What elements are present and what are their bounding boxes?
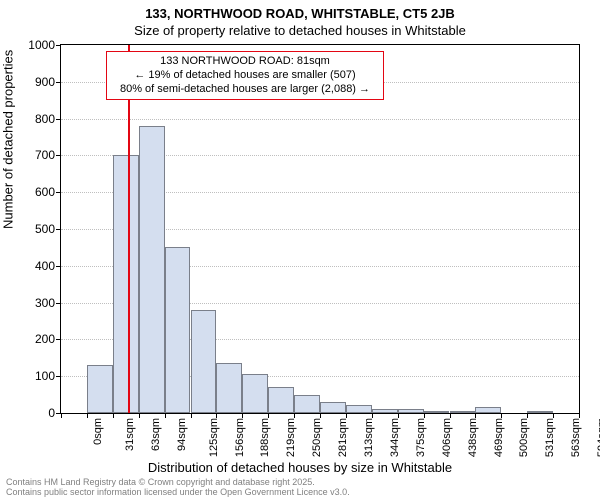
x-tick-mark — [139, 413, 140, 418]
histogram-bar — [191, 310, 217, 413]
y-tick-label: 600 — [5, 185, 55, 199]
footer-attribution: Contains HM Land Registry data © Crown c… — [6, 478, 350, 498]
y-tick-mark — [56, 119, 61, 120]
y-tick-label: 1000 — [5, 38, 55, 52]
x-axis-label: Distribution of detached houses by size … — [0, 460, 600, 475]
footer-line-2: Contains public sector information licen… — [6, 488, 350, 498]
x-tick-label: 531sqm — [544, 418, 556, 457]
x-tick-label: 94sqm — [176, 418, 188, 451]
y-tick-mark — [56, 339, 61, 340]
y-tick-label: 300 — [5, 296, 55, 310]
histogram-bar — [139, 126, 165, 413]
x-tick-label: 0sqm — [92, 418, 104, 445]
y-tick-mark — [56, 192, 61, 193]
histogram-bar — [87, 365, 113, 413]
histogram-bar — [242, 374, 268, 413]
x-tick-label: 156sqm — [234, 418, 246, 457]
x-tick-label: 406sqm — [441, 418, 453, 457]
y-tick-label: 0 — [5, 406, 55, 420]
y-tick-mark — [56, 155, 61, 156]
y-tick-label: 900 — [5, 75, 55, 89]
x-tick-mark — [191, 413, 192, 418]
histogram-bar — [268, 387, 294, 413]
histogram-bar — [372, 409, 398, 413]
annotation-line-2: ← 19% of detached houses are smaller (50… — [113, 69, 377, 83]
y-tick-mark — [56, 82, 61, 83]
figure-container: 133, NORTHWOOD ROAD, WHITSTABLE, CT5 2JB… — [0, 0, 600, 500]
title-line-1: 133, NORTHWOOD ROAD, WHITSTABLE, CT5 2JB — [0, 6, 600, 21]
histogram-bar — [475, 407, 501, 413]
y-tick-label: 500 — [5, 222, 55, 236]
y-tick-mark — [56, 229, 61, 230]
x-tick-label: 469sqm — [493, 418, 505, 457]
x-tick-label: 250sqm — [311, 418, 323, 457]
histogram-bar — [527, 411, 553, 413]
y-tick-label: 700 — [5, 148, 55, 162]
y-tick-mark — [56, 45, 61, 46]
annotation-line-3: 80% of semi-detached houses are larger (… — [113, 83, 377, 97]
histogram-bar — [320, 402, 346, 413]
histogram-bar — [216, 363, 242, 413]
histogram-bar — [346, 405, 372, 413]
x-tick-label: 281sqm — [337, 418, 349, 457]
x-tick-mark — [61, 413, 62, 418]
y-tick-mark — [56, 266, 61, 267]
x-tick-label: 63sqm — [150, 418, 162, 451]
x-tick-label: 500sqm — [519, 418, 531, 457]
gridline — [61, 119, 579, 120]
x-tick-mark — [87, 413, 88, 418]
histogram-bar — [113, 155, 139, 413]
y-tick-mark — [56, 376, 61, 377]
annotation-box: 133 NORTHWOOD ROAD: 81sqm ← 19% of detac… — [106, 51, 384, 100]
x-tick-label: 188sqm — [260, 418, 272, 457]
x-tick-mark — [165, 413, 166, 418]
title-line-2: Size of property relative to detached ho… — [0, 23, 600, 38]
histogram-bar — [450, 411, 476, 413]
x-tick-label: 125sqm — [208, 418, 220, 457]
x-tick-label: 375sqm — [415, 418, 427, 457]
x-tick-label: 344sqm — [389, 418, 401, 457]
y-tick-mark — [56, 303, 61, 304]
histogram-bar — [424, 411, 450, 413]
y-tick-label: 800 — [5, 112, 55, 126]
x-tick-label: 313sqm — [363, 418, 375, 457]
annotation-line-1: 133 NORTHWOOD ROAD: 81sqm — [113, 55, 377, 69]
x-tick-mark — [113, 413, 114, 418]
histogram-bar — [165, 247, 191, 413]
y-tick-label: 100 — [5, 369, 55, 383]
histogram-bar — [398, 409, 424, 413]
x-tick-label: 594sqm — [596, 418, 600, 457]
x-tick-label: 219sqm — [285, 418, 297, 457]
plot-area: 133 NORTHWOOD ROAD: 81sqm ← 19% of detac… — [60, 44, 580, 414]
x-tick-label: 563sqm — [570, 418, 582, 457]
y-tick-label: 400 — [5, 259, 55, 273]
histogram-bar — [294, 395, 320, 413]
y-tick-label: 200 — [5, 332, 55, 346]
x-tick-label: 31sqm — [124, 418, 136, 451]
x-tick-label: 438sqm — [467, 418, 479, 457]
